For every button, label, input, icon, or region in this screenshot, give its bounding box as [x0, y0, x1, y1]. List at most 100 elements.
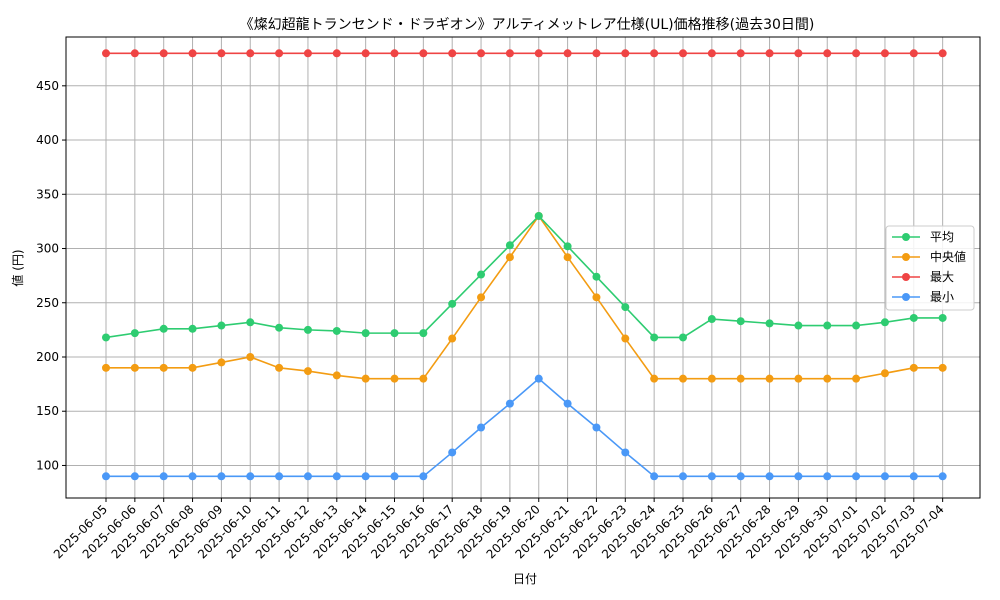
data-point [217, 321, 226, 330]
data-point [938, 363, 947, 372]
data-point [361, 472, 370, 481]
data-point [909, 49, 918, 58]
data-point [477, 49, 486, 58]
grid [66, 37, 980, 498]
data-point [765, 49, 774, 58]
data-point [130, 49, 139, 58]
series-2 [102, 49, 947, 58]
legend-marker [902, 293, 910, 301]
y-tick-label: 400 [36, 133, 59, 147]
data-point [707, 49, 716, 58]
data-point [303, 325, 312, 334]
data-point [275, 323, 284, 332]
legend-marker [902, 233, 910, 241]
series-line [105, 214, 943, 339]
data-point [188, 363, 197, 372]
legend-label: 最小 [930, 290, 954, 304]
data-point [592, 272, 601, 281]
data-point [477, 293, 486, 302]
data-point [303, 367, 312, 376]
data-point [303, 472, 312, 481]
data-point [880, 472, 889, 481]
data-point [823, 374, 832, 383]
y-tick-label: 100 [36, 458, 59, 472]
data-point [332, 326, 341, 335]
data-point [938, 49, 947, 58]
data-point [765, 319, 774, 328]
data-point [852, 321, 861, 330]
data-point [419, 472, 428, 481]
y-tick-label: 150 [36, 404, 59, 418]
data-point [880, 369, 889, 378]
data-point [477, 423, 486, 432]
legend-label: 最大 [930, 270, 954, 284]
data-point [679, 374, 687, 383]
data-point [563, 242, 572, 251]
data-point [707, 374, 716, 383]
data-point [534, 374, 543, 383]
data-point [852, 49, 861, 58]
data-point [275, 363, 284, 372]
data-point [650, 333, 659, 342]
data-point [477, 270, 486, 279]
data-point [102, 363, 110, 372]
data-point [880, 49, 889, 58]
data-point [794, 321, 803, 330]
data-point [217, 472, 226, 481]
data-point [679, 49, 687, 58]
data-point [188, 472, 197, 481]
data-point [419, 329, 428, 338]
data-point [823, 472, 832, 481]
data-point [592, 423, 601, 432]
series-0 [102, 211, 947, 342]
data-point [448, 448, 457, 457]
data-point [361, 329, 370, 338]
data-point [130, 363, 139, 372]
data-point [534, 211, 543, 220]
data-point [794, 49, 803, 58]
data-point [621, 49, 630, 58]
data-point [159, 472, 168, 481]
data-point [505, 49, 514, 58]
data-point [217, 358, 226, 367]
data-point [390, 49, 399, 58]
x-axis-title: 日付 [513, 572, 537, 586]
data-point [505, 241, 514, 250]
data-point [823, 49, 832, 58]
data-point [621, 303, 630, 312]
y-axis-title: 値 (円) [10, 249, 25, 286]
data-point [361, 374, 370, 383]
data-point [275, 472, 284, 481]
data-point [246, 472, 255, 481]
data-point [505, 253, 514, 262]
data-point [390, 472, 399, 481]
data-point [592, 293, 601, 302]
data-point [592, 49, 601, 58]
data-point [246, 318, 255, 327]
series-line [106, 214, 943, 380]
data-point [102, 49, 110, 58]
data-point [159, 49, 168, 58]
data-point [938, 472, 947, 481]
data-point [765, 374, 774, 383]
data-point [390, 374, 399, 383]
data-point [650, 374, 659, 383]
data-point [419, 374, 428, 383]
legend-marker [902, 253, 910, 261]
data-point [938, 313, 947, 322]
data-point [909, 472, 918, 481]
data-point [102, 472, 110, 481]
y-tick-label: 450 [36, 79, 59, 93]
data-point [361, 49, 370, 58]
data-point [650, 472, 659, 481]
data-point [448, 49, 457, 58]
data-point [794, 472, 803, 481]
data-point [448, 334, 457, 343]
data-point [159, 363, 168, 372]
y-tick-label: 300 [36, 242, 59, 256]
data-point [563, 399, 572, 408]
data-point [303, 49, 312, 58]
legend-box [885, 225, 975, 311]
data-point [707, 472, 716, 481]
